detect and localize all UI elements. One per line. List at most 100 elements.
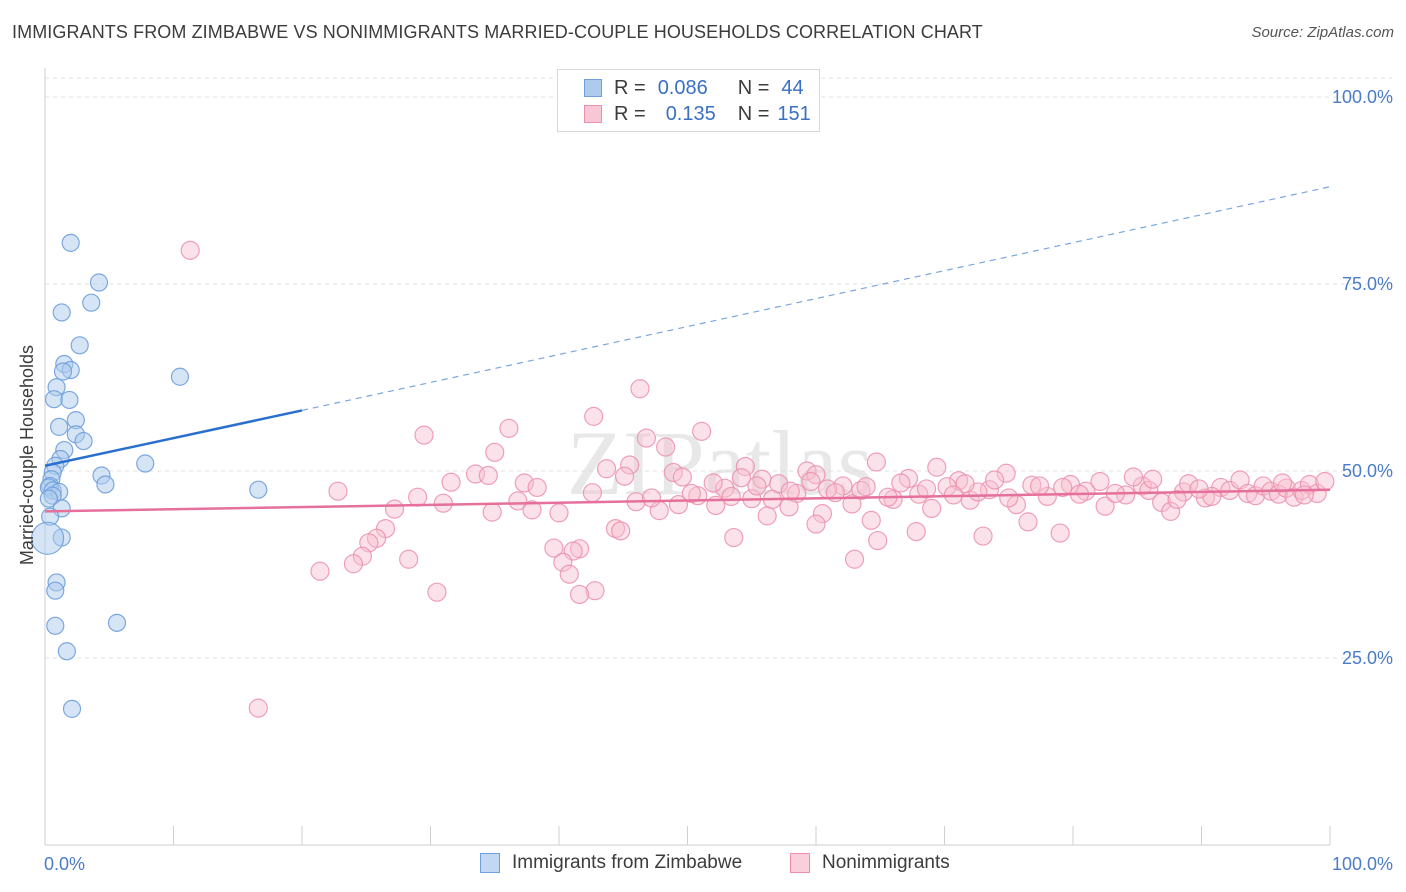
chart-title: IMMIGRANTS FROM ZIMBABWE VS NONIMMIGRANT…	[12, 22, 983, 42]
legend-swatch-pink	[790, 853, 810, 873]
legend-r-label: R =	[614, 102, 646, 125]
nonimmigrant-point	[996, 463, 1016, 483]
legend-row-zimbabwe: R = 0.086 N = 44	[584, 76, 804, 100]
zimbabwe-point	[52, 303, 71, 322]
zimbabwe-trend-line	[44, 409, 303, 467]
nonimmigrant-point	[180, 240, 200, 260]
y-tick-label: 25.0%	[1342, 648, 1393, 668]
nonimmigrant-point	[833, 476, 853, 496]
legend-item-label: Nonimmigrants	[822, 852, 950, 873]
nonimmigrant-point	[522, 500, 542, 520]
nonimmigrant-point	[559, 564, 579, 584]
zimbabwe-point	[82, 293, 101, 312]
nonimmigrant-point	[1018, 512, 1038, 532]
nonimmigrant-point	[812, 504, 833, 524]
nonimmigrant-point	[703, 473, 723, 493]
nonimmigrant-point	[927, 457, 947, 477]
nonimmigrant-point	[672, 467, 692, 487]
zimbabwe-point	[170, 367, 190, 386]
nonimmigrant-point	[1272, 473, 1293, 493]
nonimmigrant-point	[891, 473, 911, 493]
nonimmigrant-point	[1029, 476, 1050, 496]
nonimmigrant-point	[999, 488, 1019, 508]
legend-item-zimbabwe[interactable]: Immigrants from Zimbabwe	[480, 852, 742, 874]
nonimmigrant-trend-line	[44, 488, 1331, 513]
nonimmigrant-point	[856, 477, 876, 497]
axes	[44, 68, 1331, 846]
nonimmigrant-point	[478, 465, 498, 486]
nonimmigrant-point	[620, 455, 640, 475]
nonimmigrant-point	[1139, 480, 1159, 501]
nonimmigrant-point	[1090, 471, 1110, 492]
zimbabwe-point	[74, 431, 93, 451]
nonimmigrant-point	[747, 476, 767, 496]
zimbabwe-point	[62, 699, 82, 718]
legend-item-nonimmigrants[interactable]: Nonimmigrants	[790, 852, 950, 874]
nonimmigrant-point	[1053, 477, 1073, 498]
legend-swatch-blue	[480, 853, 500, 873]
y-tick-label: 50.0%	[1342, 461, 1393, 481]
nonimmigrant-point	[482, 502, 502, 522]
nonimmigrant-point	[922, 498, 942, 518]
nonimmigrant-point	[553, 552, 573, 572]
legend-n-label: N =	[737, 76, 770, 99]
nonimmigrant-point	[408, 487, 428, 507]
nonimmigrant-point	[842, 494, 862, 514]
trend-lines	[44, 186, 1331, 513]
nonimmigrant-point	[248, 698, 268, 718]
nonimmigrant-point	[569, 584, 590, 605]
nonimmigrant-point	[1095, 496, 1115, 516]
nonimmigrant-point	[906, 521, 926, 542]
nonimmigrant-point	[1315, 471, 1335, 492]
gridlines	[45, 77, 1392, 659]
nonimmigrant-point	[343, 554, 363, 574]
zimbabwe-point	[46, 581, 65, 600]
nonimmigrant-point	[549, 503, 569, 523]
nonimmigrant-point	[656, 437, 676, 457]
zimbabwe-point	[57, 642, 76, 661]
nonimmigrant-point	[585, 581, 605, 601]
nonimmigrant-point	[1238, 483, 1258, 504]
zimbabwe-trend-extension	[301, 186, 1331, 411]
zimbabwe-point	[107, 613, 127, 632]
nonimmigrant-point	[735, 456, 755, 477]
nonimmigrant-point	[1123, 467, 1143, 487]
nonimmigrant-point	[384, 499, 405, 519]
nonimmigrant-point	[641, 488, 662, 508]
zimbabwe-point	[249, 480, 268, 499]
nonimmigrant-point	[692, 421, 712, 441]
nonimmigrant-point	[851, 480, 871, 501]
zimbabwe-point	[44, 390, 64, 409]
nonimmigrant-point	[721, 486, 741, 507]
zimbabwe-points	[30, 233, 268, 718]
nonimmigrant-point	[801, 471, 821, 492]
nonimmigrant-points	[180, 240, 1335, 718]
nonimmigrant-point	[582, 483, 603, 503]
source-label: Source: ZipAtlas.com	[1251, 24, 1394, 41]
nonimmigrant-point	[1116, 485, 1136, 505]
nonimmigrant-point	[955, 474, 975, 494]
nonimmigrant-point	[866, 452, 886, 472]
nonimmigrant-point	[757, 506, 777, 526]
nonimmigrant-point	[668, 495, 689, 515]
nonimmigrant-point	[681, 483, 701, 504]
nonimmigrant-point	[441, 472, 461, 492]
nonimmigrant-point	[973, 526, 993, 546]
nonimmigrant-point	[985, 470, 1005, 490]
legend-n-value: 44	[781, 76, 804, 99]
zimbabwe-point	[89, 273, 109, 292]
nonimmigrant-point	[427, 582, 447, 602]
zimbabwe-point	[53, 362, 73, 381]
nonimmigrant-point	[1167, 489, 1187, 510]
x-tick-label: 0.0%	[44, 854, 85, 874]
y-axis-label: Married-couple Households	[17, 345, 37, 565]
nonimmigrant-point	[414, 425, 434, 445]
legend-row-nonimmigrants: R = 0.135 N = 151	[584, 102, 811, 126]
y-tick-label: 75.0%	[1342, 274, 1393, 294]
nonimmigrant-point	[614, 466, 635, 486]
zimbabwe-point	[60, 390, 79, 410]
nonimmigrant-point	[514, 473, 534, 493]
y-tick-label: 100.0%	[1332, 87, 1393, 107]
nonimmigrant-point	[310, 561, 330, 581]
